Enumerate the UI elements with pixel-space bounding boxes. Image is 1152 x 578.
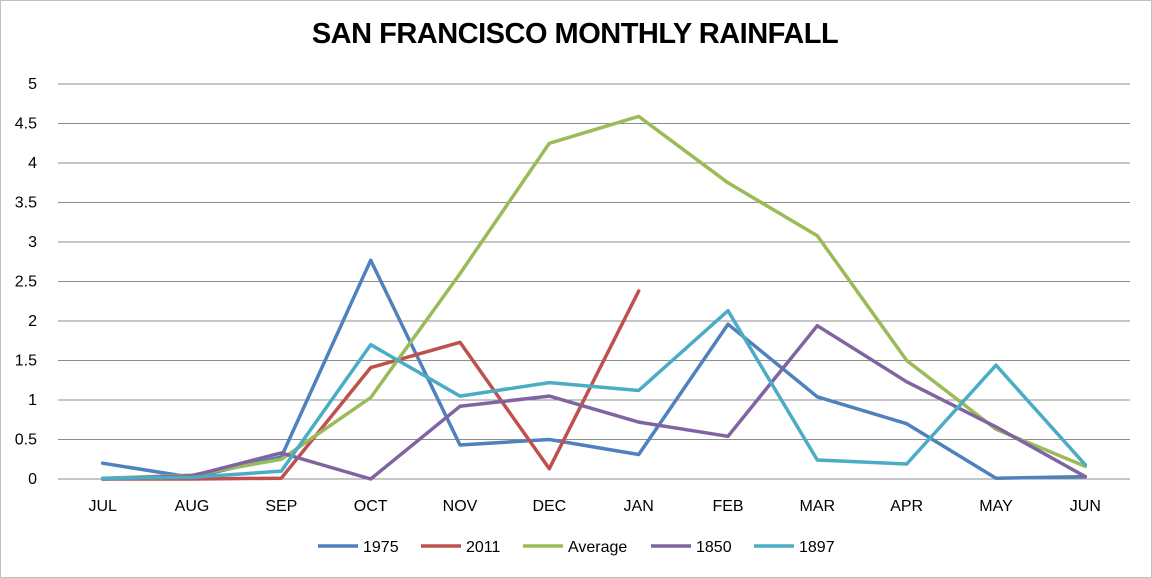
legend-label: Average (568, 539, 627, 556)
legend-label: 1975 (363, 539, 399, 556)
y-tick-label: 5 (28, 76, 37, 93)
x-tick-label: JUL (88, 498, 117, 515)
x-tick-label: MAR (800, 498, 836, 515)
series-line-1850 (100, 323, 1088, 481)
y-tick-label: 2.5 (15, 274, 37, 291)
legend-label: 2011 (466, 539, 501, 556)
x-tick-label: DEC (532, 498, 566, 515)
x-tick-label: SEP (265, 498, 297, 515)
y-tick-label: 4.5 (15, 116, 37, 133)
legend-label: 1850 (696, 539, 732, 556)
legend-label: 1897 (799, 539, 835, 556)
x-tick-label: AUG (175, 498, 210, 515)
x-tick-label: JUN (1070, 498, 1101, 515)
y-tick-label: 1.5 (15, 353, 37, 370)
x-tick-label: NOV (443, 498, 478, 515)
series-line-average (100, 114, 1088, 480)
y-tick-label: 3 (28, 234, 37, 251)
series-line-1897 (100, 308, 1088, 480)
y-tick-label: 2 (28, 313, 37, 330)
x-tick-label: APR (890, 498, 923, 515)
y-tick-label: 4 (28, 155, 37, 172)
y-tick-label: 3.5 (15, 195, 37, 212)
x-tick-label: JAN (624, 498, 654, 515)
x-tick-label: OCT (354, 498, 388, 515)
chart-title: SAN FRANCISCO MONTHLY RAINFALL (311, 18, 839, 50)
y-tick-label: 0 (28, 471, 37, 488)
y-tick-label: 1 (28, 392, 37, 409)
series-line-1975 (100, 258, 1088, 480)
x-tick-label: MAY (979, 498, 1013, 515)
x-tick-label: FEB (712, 498, 743, 515)
y-tick-label: 0.5 (15, 432, 37, 449)
